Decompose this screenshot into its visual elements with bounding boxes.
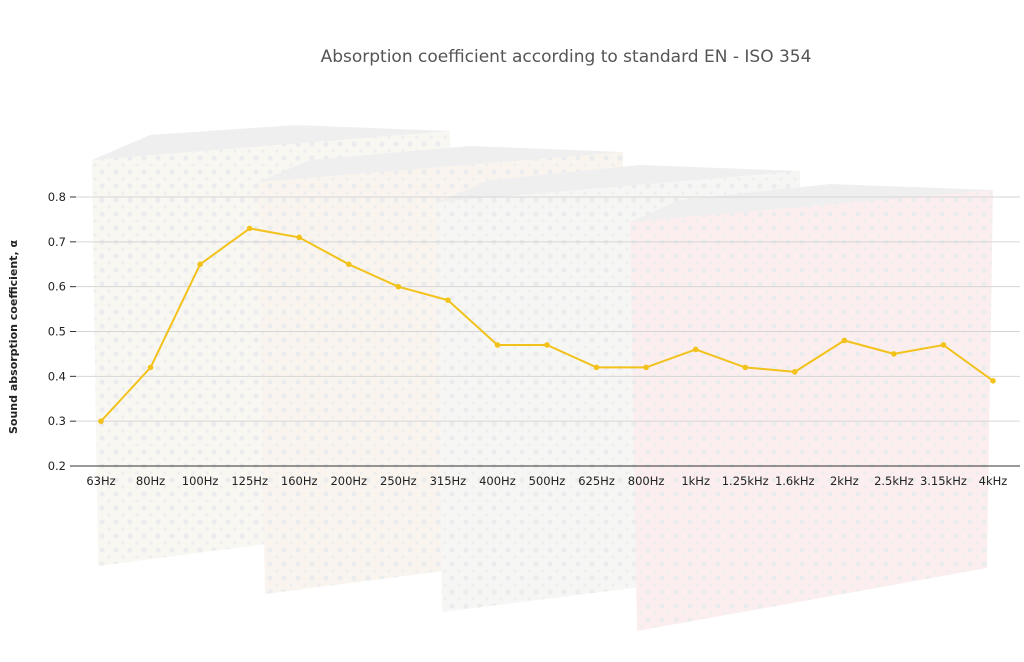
data-point[interactable]	[147, 364, 154, 371]
x-tick-label: 2kHz	[830, 474, 859, 488]
data-point[interactable]	[742, 364, 749, 371]
y-tick-label: 0.3	[48, 414, 66, 428]
x-tick-label: 315Hz	[430, 474, 467, 488]
acoustic-panels-background	[92, 125, 993, 631]
data-point[interactable]	[494, 342, 501, 348]
y-tick-label: 0.5	[48, 325, 66, 339]
grid-lines	[76, 196, 1020, 422]
x-tick-label: 400Hz	[479, 474, 516, 488]
panel-4	[630, 184, 993, 631]
data-point[interactable]	[940, 342, 947, 348]
data-point[interactable]	[791, 369, 798, 375]
data-point[interactable]	[395, 283, 402, 290]
x-tick-label: 80Hz	[136, 474, 165, 488]
chart-title: Absorption coefficient according to stan…	[321, 47, 812, 67]
data-point[interactable]	[98, 418, 104, 424]
x-tick-label: 800Hz	[628, 474, 665, 488]
x-tick-label: 1.25kHz	[722, 474, 769, 488]
y-tick-label: 0.8	[48, 190, 66, 204]
data-point[interactable]	[296, 234, 303, 241]
data-point[interactable]	[197, 261, 203, 268]
x-tick-label: 2.5kHz	[874, 474, 914, 488]
series-group	[98, 225, 996, 424]
data-point[interactable]	[246, 225, 253, 232]
y-tick-label: 0.2	[48, 459, 66, 473]
data-point[interactable]	[841, 337, 848, 344]
x-tick-label: 4kHz	[979, 474, 1008, 488]
y-tick-label: 0.4	[48, 369, 66, 383]
y-tick-label: 0.6	[48, 280, 66, 294]
y-axis-ticks: 0.2 0.3 0.4 0.5 0.6 0.7 0.8	[48, 190, 76, 473]
x-axis-ticks: 63Hz 80Hz 100Hz 125Hz 160Hz 200Hz 250Hz 315Hz 40…	[86, 474, 1007, 488]
y-tick-label: 0.7	[48, 235, 66, 249]
x-tick-label: 100Hz	[182, 474, 219, 488]
data-point[interactable]	[445, 297, 451, 303]
x-tick-label: 250Hz	[380, 474, 417, 488]
x-tick-label: 125Hz	[231, 474, 268, 488]
data-point[interactable]	[643, 364, 649, 371]
data-point[interactable]	[593, 364, 600, 371]
data-point[interactable]	[891, 351, 897, 357]
x-tick-label: 1.6kHz	[775, 474, 815, 488]
y-axis-label: Sound absorption coefficient, α	[7, 240, 20, 434]
x-tick-label: 200Hz	[330, 474, 367, 488]
data-point[interactable]	[990, 378, 996, 384]
data-point[interactable]	[544, 342, 550, 348]
x-tick-label: 625Hz	[578, 474, 615, 488]
x-tick-label: 160Hz	[281, 474, 318, 488]
x-tick-label: 1kHz	[681, 474, 710, 488]
x-tick-label: 500Hz	[529, 474, 566, 488]
x-tick-label: 63Hz	[86, 474, 115, 488]
data-point[interactable]	[692, 346, 699, 353]
data-point[interactable]	[345, 261, 352, 268]
x-tick-label: 3.15kHz	[920, 474, 967, 488]
